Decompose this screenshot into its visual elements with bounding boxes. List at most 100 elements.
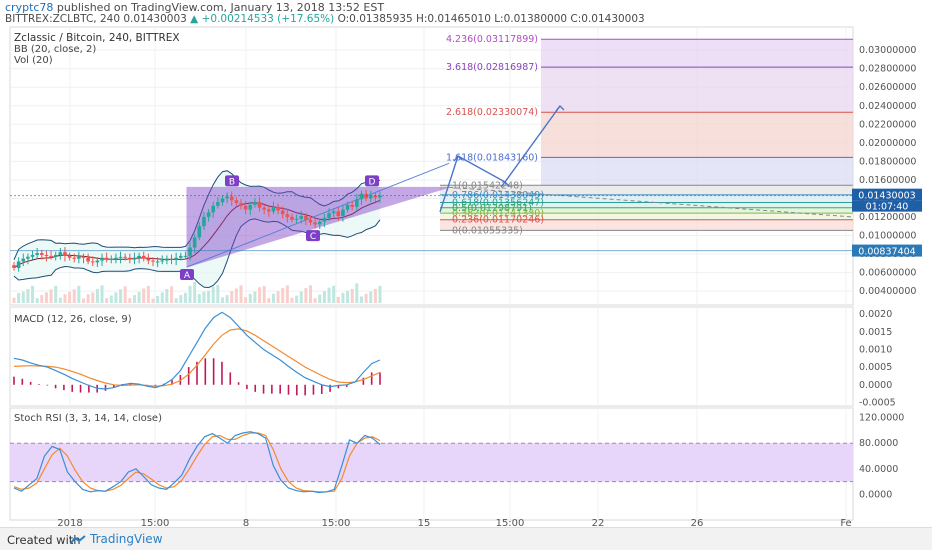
stoch-tick-label: 120.0000 [859, 413, 904, 424]
volume-bar [160, 292, 164, 303]
volume-bar [114, 292, 118, 303]
pattern-point-badge [180, 269, 194, 281]
candle-body [267, 209, 271, 212]
tradingview-brand[interactable]: TradingView [90, 532, 163, 546]
x-tick-label: 15 [418, 518, 431, 528]
volume-bar [211, 286, 215, 303]
candle-body [95, 260, 100, 263]
macd-histogram-bar [38, 384, 40, 385]
volume-bar [105, 298, 109, 303]
volume-bar [220, 297, 224, 303]
volume-bar [327, 287, 331, 303]
volume-bar [313, 298, 317, 303]
volume-bar [77, 285, 81, 303]
candle-body [160, 260, 165, 262]
candle-body [294, 218, 299, 220]
candle-body [192, 237, 197, 248]
candle-body [290, 216, 294, 220]
volume-bar [72, 289, 76, 303]
volume-bar [355, 283, 359, 303]
published-text: published on TradingView.com, January 13… [56, 1, 385, 14]
bollinger-middle-line [13, 199, 381, 269]
macd-line [13, 311, 381, 390]
candle-body [104, 257, 109, 260]
candle-body [341, 209, 345, 217]
volume-bar [332, 285, 336, 303]
macd-histogram-bar [279, 384, 281, 394]
x-tick-label: 15:00 [496, 518, 525, 528]
macd-histogram-bar [196, 361, 198, 385]
author-link[interactable]: cryptc78 [5, 1, 54, 14]
pattern-point-badge [365, 175, 379, 187]
candle-body [317, 221, 322, 225]
publish-info: cryptc78 published on TradingView.com, J… [5, 1, 384, 14]
stoch-tick-label: 80.0000 [859, 438, 898, 449]
volume-bar [207, 290, 211, 303]
candle-body [81, 256, 86, 258]
price-tick-label: 0.02600000 [859, 82, 916, 93]
price-tick-label: 0.01800000 [859, 156, 916, 167]
volume-bar [248, 293, 252, 303]
timer-value: 01:07:40 [866, 202, 909, 213]
macd-histogram-bar [246, 384, 248, 390]
candle-body [359, 193, 364, 200]
x-tick-label: 15:00 [322, 518, 351, 528]
fib-zone [440, 194, 853, 203]
volume-bar [123, 286, 127, 303]
macd-histogram-bar [229, 372, 232, 385]
macd-histogram-bar [171, 380, 173, 385]
candle-body [253, 202, 257, 205]
candle-body [216, 202, 220, 206]
pattern-point-badge [306, 230, 320, 242]
candle-body [304, 216, 308, 220]
volume-bar [142, 288, 146, 303]
candle-body [44, 254, 49, 256]
candle-body [276, 206, 280, 211]
macd-histogram-bar [21, 378, 24, 385]
volume-bar [119, 289, 123, 303]
pattern-point-label: B [229, 177, 235, 187]
volume-bar [100, 285, 104, 303]
candle-body [299, 216, 304, 219]
volume-bar [281, 288, 285, 303]
timer-tag [852, 200, 922, 212]
bollinger-upper-line [13, 170, 381, 261]
macd-histogram-bar [221, 361, 223, 385]
volume-bar [193, 282, 197, 303]
candle-body [30, 254, 35, 257]
candle-body [271, 206, 276, 212]
fib-level-label: 2.618(0.02330074) [446, 107, 538, 118]
pattern-point-badge [225, 175, 239, 187]
macd-tick-label: 0.0010 [859, 344, 892, 355]
volume-bar [364, 293, 368, 303]
macd-histogram-bar [379, 372, 381, 385]
candle-body [77, 256, 81, 259]
projection-arrowhead [453, 154, 463, 162]
volume-bar [165, 288, 169, 303]
pattern-triangle [186, 186, 450, 268]
fib-zone [440, 213, 853, 220]
candle-body [174, 257, 178, 260]
stoch-d-line [13, 432, 381, 493]
volume-bar [26, 288, 30, 303]
volume-bar [58, 297, 62, 303]
candle-body [90, 261, 95, 263]
change-text: ▲ +0.00214533 (+17.65%) [190, 13, 335, 25]
volume-bar [378, 285, 382, 303]
volume-bar [271, 293, 275, 303]
volume-bar [285, 285, 289, 303]
price-tick-label: 0.02200000 [859, 119, 916, 130]
candle-body [243, 205, 248, 210]
macd-histogram-bar [13, 376, 15, 385]
chart-title: Zclassic / Bitcoin, 240, BITTREX [14, 32, 180, 44]
price-tick-label: 0.01200000 [859, 212, 916, 223]
volume-bar [359, 296, 363, 303]
stoch-band-fill [10, 443, 853, 482]
chart-area[interactable]: 2018 15:00 8 15:00 15 15:00 22 26 Fe 0.03000000 0.… [0, 0, 932, 528]
volume-bar [373, 288, 377, 303]
candle-body [262, 207, 266, 210]
volume-bar [346, 290, 350, 303]
candle-body [49, 255, 53, 257]
candle-body [141, 255, 146, 259]
candle-body [211, 205, 216, 213]
